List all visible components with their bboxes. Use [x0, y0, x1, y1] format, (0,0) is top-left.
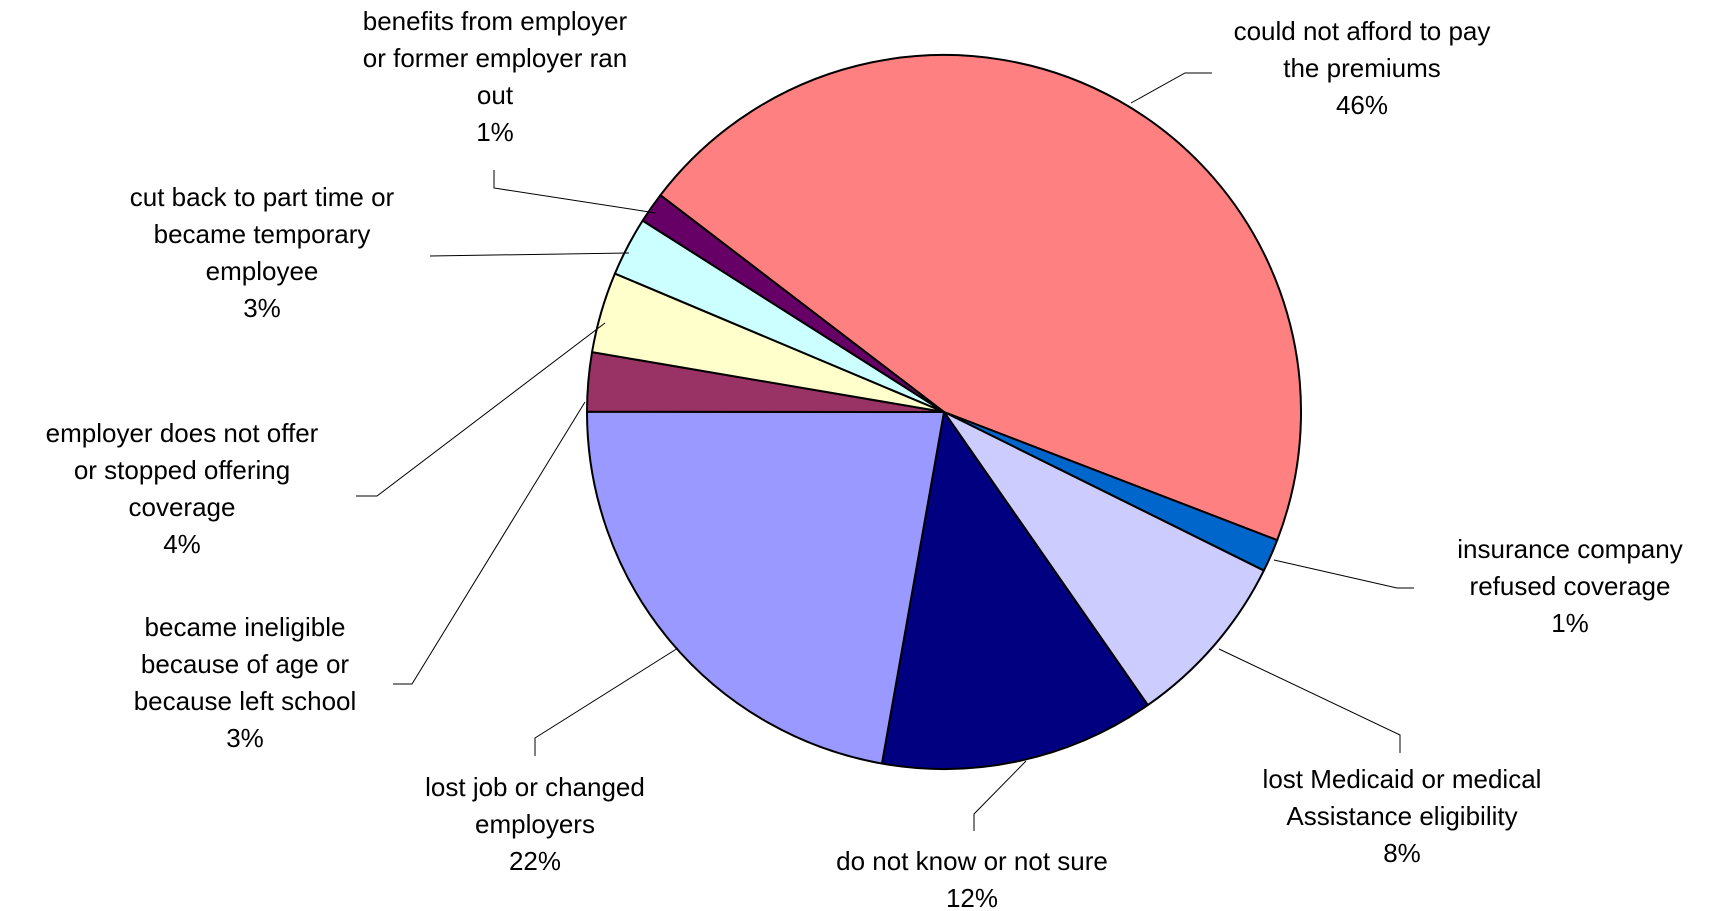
label-premiums: could not afford to pay the premiums 46%: [1234, 16, 1491, 120]
label-line-ineligible: became ineligible: [145, 612, 346, 642]
value-label-ineligible: 3%: [226, 723, 264, 753]
value-label-medicaid: 8%: [1383, 838, 1421, 868]
label-line-benefits-ran-out: benefits from employer: [363, 6, 628, 36]
value-label-premiums: 46%: [1336, 90, 1388, 120]
label-medicaid: lost Medicaid or medical Assistance eligi…: [1263, 764, 1542, 868]
label-line-part-time: became temporary: [154, 219, 371, 249]
label-line-employer-no-offer: employer does not offer: [46, 418, 319, 448]
label-line-employer-no-offer: coverage: [129, 492, 236, 522]
label-line-benefits-ran-out: out: [477, 80, 514, 110]
leader-lines: [356, 72, 1414, 831]
leader-line-insurance-refused: [1273, 559, 1414, 589]
value-label-not-sure: 12%: [946, 883, 998, 911]
leader-line-lost-job: [534, 647, 679, 756]
label-part-time: cut back to part time or became temporary…: [130, 182, 395, 323]
label-line-not-sure: do not know or not sure: [836, 846, 1108, 876]
label-line-benefits-ran-out: or former employer ran: [363, 43, 627, 73]
value-label-lost-job: 22%: [509, 846, 561, 876]
label-line-part-time: employee: [206, 256, 319, 286]
label-line-medicaid: Assistance eligibility: [1286, 801, 1517, 831]
label-line-employer-no-offer: or stopped offering: [74, 455, 290, 485]
label-line-insurance-refused: insurance company: [1457, 534, 1682, 564]
value-label-benefits-ran-out: 1%: [476, 117, 514, 147]
slice-labels: could not afford to pay the premiums 46% in…: [46, 6, 1683, 911]
label-line-insurance-refused: refused coverage: [1470, 571, 1671, 601]
slice-medicaid: [943, 411, 1265, 707]
slice-not-sure: [880, 411, 1149, 771]
label-line-premiums: the premiums: [1283, 53, 1441, 83]
pie-slices: [585, 53, 1302, 771]
leader-line-ineligible: [393, 401, 586, 685]
label-line-premiums: could not afford to pay: [1234, 16, 1491, 46]
label-line-ineligible: because left school: [134, 686, 357, 716]
slice-benefits-ran-out: [641, 194, 945, 413]
value-label-insurance-refused: 1%: [1551, 608, 1589, 638]
label-line-part-time: cut back to part time or: [130, 182, 395, 212]
leader-line-premiums: [1130, 72, 1212, 104]
label-ineligible: became ineligible because of age or becaus…: [134, 612, 357, 753]
label-line-lost-job: lost job or changed: [425, 772, 645, 802]
label-employer-no-offer: employer does not offer or stopped offeri…: [46, 418, 319, 559]
label-insurance-refused: insurance company refused coverage 1%: [1457, 534, 1682, 638]
label-line-ineligible: because of age or: [141, 649, 349, 679]
label-line-lost-job: employers: [475, 809, 595, 839]
label-line-medicaid: lost Medicaid or medical: [1263, 764, 1542, 794]
slice-premiums: [659, 53, 1302, 542]
label-not-sure: do not know or not sure 12%: [836, 846, 1108, 911]
label-benefits-ran-out: benefits from employer or former employer…: [363, 6, 628, 147]
label-lost-job: lost job or changed employers 22%: [425, 772, 645, 876]
leader-line-part-time: [429, 252, 630, 257]
leader-line-medicaid: [1218, 648, 1401, 753]
slice-lost-job: [585, 410, 945, 765]
leader-line-employer-no-offer: [356, 322, 606, 497]
leader-line-benefits-ran-out: [493, 170, 657, 214]
leader-line-not-sure: [973, 760, 1027, 831]
value-label-employer-no-offer: 4%: [163, 529, 201, 559]
value-label-part-time: 3%: [243, 293, 281, 323]
